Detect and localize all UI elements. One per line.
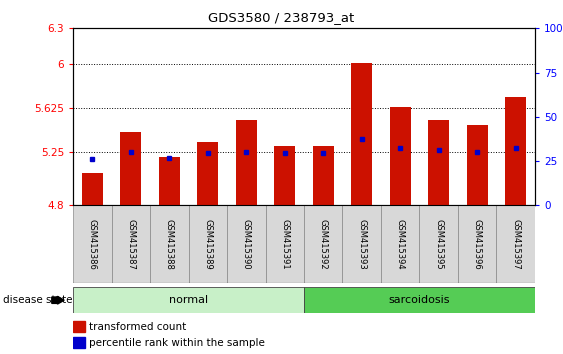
FancyBboxPatch shape xyxy=(150,205,189,283)
Text: GSM415395: GSM415395 xyxy=(434,219,443,270)
FancyBboxPatch shape xyxy=(73,205,111,283)
Text: normal: normal xyxy=(169,295,208,305)
FancyBboxPatch shape xyxy=(458,205,497,283)
Text: GSM415393: GSM415393 xyxy=(358,219,366,270)
Text: GSM415392: GSM415392 xyxy=(319,219,328,270)
Bar xyxy=(390,107,411,205)
FancyBboxPatch shape xyxy=(189,205,227,283)
FancyBboxPatch shape xyxy=(381,205,419,283)
FancyBboxPatch shape xyxy=(73,287,304,313)
Text: GDS3580 / 238793_at: GDS3580 / 238793_at xyxy=(208,11,355,24)
Text: GSM415396: GSM415396 xyxy=(473,219,481,270)
Text: GSM415386: GSM415386 xyxy=(88,219,97,270)
FancyBboxPatch shape xyxy=(419,205,458,283)
FancyBboxPatch shape xyxy=(304,287,535,313)
Bar xyxy=(73,321,84,332)
Text: GSM415391: GSM415391 xyxy=(280,219,289,270)
FancyBboxPatch shape xyxy=(111,205,150,283)
Bar xyxy=(73,337,84,348)
FancyBboxPatch shape xyxy=(266,205,304,283)
Text: sarcoidosis: sarcoidosis xyxy=(388,295,450,305)
Text: GSM415388: GSM415388 xyxy=(165,219,174,270)
Bar xyxy=(467,125,488,205)
Bar xyxy=(82,173,103,205)
FancyBboxPatch shape xyxy=(342,205,381,283)
Bar xyxy=(197,142,218,205)
FancyArrow shape xyxy=(52,296,64,304)
Text: GSM415390: GSM415390 xyxy=(242,219,251,270)
Bar xyxy=(159,157,180,205)
Bar xyxy=(274,146,296,205)
Text: GSM415397: GSM415397 xyxy=(511,219,520,270)
Text: disease state: disease state xyxy=(3,295,72,305)
FancyBboxPatch shape xyxy=(497,205,535,283)
Text: transformed count: transformed count xyxy=(90,322,186,332)
Bar xyxy=(505,97,526,205)
Text: GSM415394: GSM415394 xyxy=(396,219,405,270)
Bar xyxy=(312,146,334,205)
Text: GSM415387: GSM415387 xyxy=(127,219,135,270)
Bar xyxy=(351,63,372,205)
FancyBboxPatch shape xyxy=(304,205,342,283)
Text: GSM415389: GSM415389 xyxy=(203,219,212,270)
Bar xyxy=(236,120,257,205)
Bar xyxy=(428,120,449,205)
Text: percentile rank within the sample: percentile rank within the sample xyxy=(90,338,265,348)
Bar xyxy=(120,132,141,205)
FancyBboxPatch shape xyxy=(227,205,266,283)
